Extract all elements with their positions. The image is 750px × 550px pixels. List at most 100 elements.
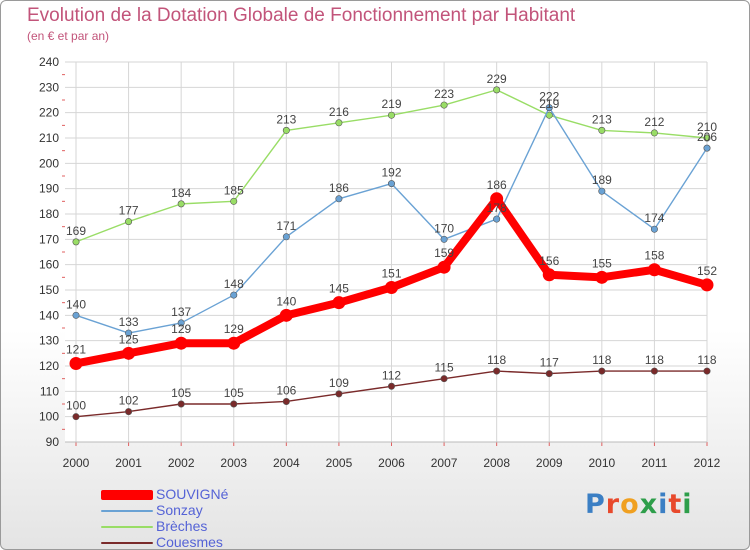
y-tick-label: 120 — [39, 359, 59, 373]
data-point-3 — [703, 367, 711, 375]
data-point-0 — [174, 336, 188, 350]
data-label-1: 171 — [276, 219, 296, 233]
data-point-0 — [279, 308, 293, 322]
data-label-1: 222 — [539, 90, 559, 104]
proxiti-logo[interactable]: Proxiti — [585, 489, 693, 520]
data-point-3 — [125, 408, 133, 416]
data-point-3 — [282, 397, 290, 405]
data-point-0 — [700, 278, 714, 292]
data-point-0 — [227, 336, 241, 350]
data-label-2: 212 — [644, 115, 664, 129]
data-label-2: 229 — [487, 72, 507, 86]
data-label-0: 129 — [224, 322, 244, 336]
data-point-3 — [493, 367, 501, 375]
logo-letter: t — [668, 489, 683, 520]
data-point-0 — [490, 192, 504, 206]
data-point-1 — [703, 144, 711, 152]
y-tick-label: 180 — [39, 207, 59, 221]
logo-letter: i — [658, 489, 669, 520]
data-label-2: 177 — [119, 204, 139, 218]
data-label-3: 105 — [224, 386, 244, 400]
plot-area — [65, 62, 707, 442]
data-label-3: 118 — [487, 353, 506, 367]
axes: 9010011012013014015016017018019020021022… — [39, 55, 721, 470]
legend-label-breches: Brèches — [156, 518, 208, 534]
data-label-0: 140 — [276, 294, 296, 308]
data-point-0 — [542, 268, 556, 282]
data-label-3: 118 — [697, 353, 716, 367]
series — [69, 86, 714, 421]
y-tick-label: 200 — [39, 156, 59, 170]
y-tick-label: 110 — [40, 384, 59, 398]
data-label-2: 223 — [434, 87, 454, 101]
data-point-0 — [122, 346, 136, 360]
data-point-2 — [335, 119, 343, 127]
x-tick-label: 2010 — [588, 456, 615, 470]
legend-label-souvigne: SOUVIGNé — [156, 486, 229, 502]
data-point-2 — [72, 238, 80, 246]
data-label-2: 213 — [276, 112, 296, 126]
y-tick-label: 230 — [39, 80, 59, 94]
data-point-1 — [387, 180, 395, 188]
data-point-1 — [440, 235, 448, 243]
logo-letter: i — [682, 489, 693, 520]
x-tick-label: 2009 — [536, 456, 563, 470]
data-label-1: 148 — [224, 277, 244, 291]
data-point-0 — [332, 296, 346, 310]
legend-label-sonzay: Sonzay — [156, 502, 203, 518]
y-tick-label: 160 — [39, 258, 59, 272]
data-point-3 — [440, 375, 448, 383]
data-point-1 — [125, 329, 133, 337]
x-tick-label: 2012 — [694, 456, 721, 470]
logo-letter: r — [605, 489, 621, 520]
data-point-3 — [72, 413, 80, 421]
data-point-1 — [177, 319, 185, 327]
data-label-1: 178 — [487, 201, 507, 215]
data-label-1: 170 — [434, 221, 454, 235]
data-label-3: 118 — [592, 353, 611, 367]
data-point-2 — [650, 129, 658, 137]
data-point-3 — [177, 400, 185, 408]
legend-swatch-sonzay — [101, 510, 153, 512]
data-point-3 — [598, 367, 606, 375]
x-tick-label: 2006 — [378, 456, 405, 470]
data-label-0: 158 — [644, 249, 664, 263]
data-label-1: 206 — [697, 130, 717, 144]
data-point-1 — [282, 233, 290, 241]
data-label-0: 121 — [66, 342, 86, 356]
data-point-0 — [385, 280, 398, 294]
data-label-0: 159 — [434, 246, 454, 260]
x-tick-label: 2004 — [273, 456, 300, 470]
logo-letter: P — [585, 489, 606, 520]
logo-letter: o — [620, 489, 640, 520]
data-point-0 — [647, 263, 661, 277]
data-label-1: 189 — [592, 173, 612, 187]
y-tick-label: 140 — [39, 308, 59, 322]
data-label-1: 137 — [171, 305, 191, 319]
y-tick-label: 170 — [39, 232, 59, 246]
y-tick-label: 90 — [46, 435, 60, 449]
x-tick-label: 2008 — [483, 456, 510, 470]
chart-title: Evolution de la Dotation Globale de Fonc… — [27, 5, 576, 26]
data-point-1 — [598, 187, 606, 195]
data-label-0: 155 — [592, 256, 612, 270]
data-label-0: 125 — [119, 332, 139, 346]
data-label-3: 102 — [119, 394, 139, 408]
data-label-3: 115 — [435, 361, 454, 375]
data-label-2: 219 — [381, 97, 401, 111]
data-label-1: 186 — [329, 181, 349, 195]
data-point-1 — [72, 311, 80, 319]
data-labels: 169 177 184 185 213 216 219 223 229 219 213 212 210 1… — [66, 72, 717, 413]
legend-swatch-couesmes — [101, 542, 153, 544]
data-point-3 — [387, 382, 395, 390]
x-tick-label: 2001 — [115, 456, 142, 470]
data-label-0: 145 — [329, 282, 349, 296]
data-label-3: 109 — [329, 376, 349, 390]
data-label-2: 184 — [171, 186, 191, 200]
data-label-3: 105 — [171, 386, 191, 400]
data-point-2 — [598, 126, 606, 134]
data-label-3: 112 — [382, 368, 401, 382]
data-point-2 — [125, 218, 133, 226]
